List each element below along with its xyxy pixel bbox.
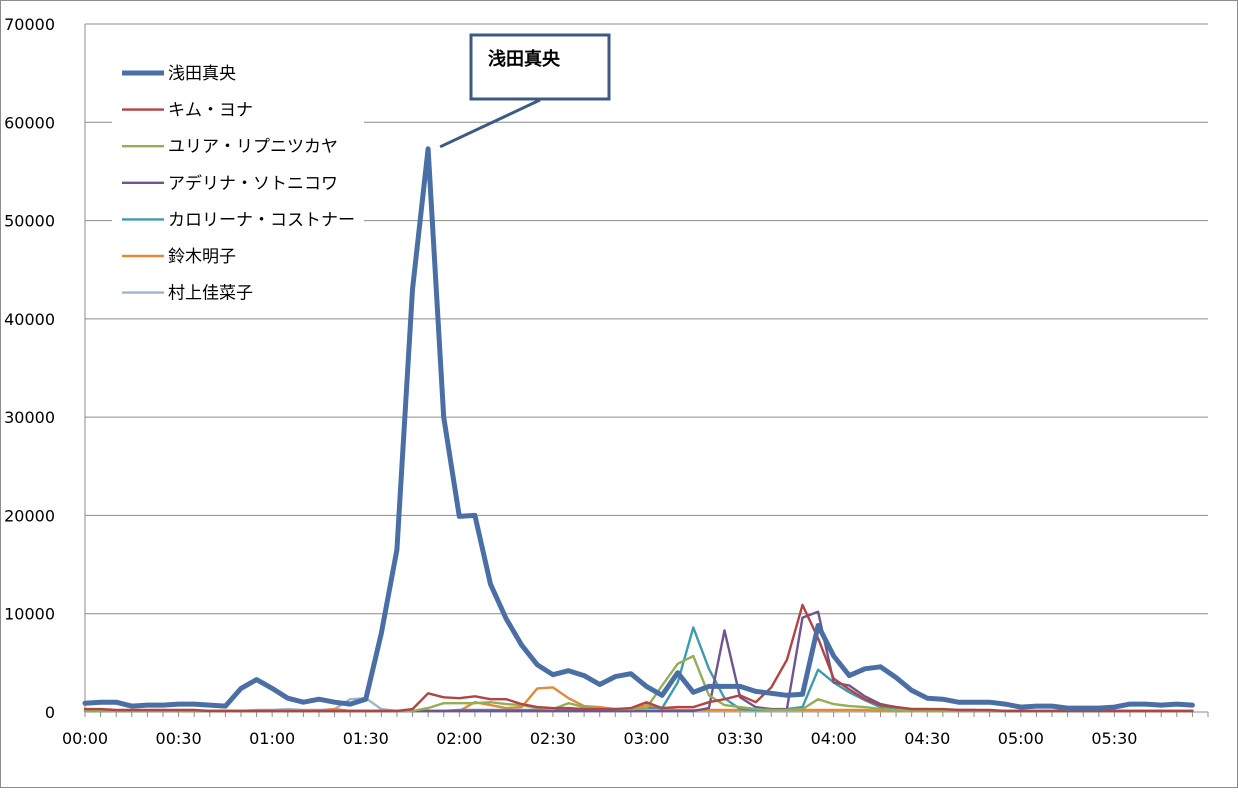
legend-label: カロリーナ・コストナー <box>168 210 355 230</box>
callout-box <box>469 33 611 101</box>
y-tick-label: 40000 <box>4 310 55 329</box>
legend-label: アデリナ・ソトニコワ <box>168 173 338 194</box>
legend: 浅田真央キム・ヨナユリア・リプニツカヤアデリナ・ソトニコワカロリーナ・コストナー… <box>112 52 364 308</box>
legend-label: 村上佳菜子 <box>168 284 253 304</box>
y-tick-label: 10000 <box>4 605 55 624</box>
legend-label: ユリア・リプニツカヤ <box>168 137 338 157</box>
x-tick-label: 02:00 <box>436 729 482 748</box>
y-tick-label: 30000 <box>4 408 55 427</box>
series-line <box>82 146 1195 711</box>
x-tick-label: 00:00 <box>62 729 108 748</box>
legend-label: 浅田真央 <box>168 64 236 84</box>
x-tick-label: 05:30 <box>1091 729 1137 748</box>
y-tick-label: 60000 <box>4 113 55 132</box>
x-tick-label: 01:00 <box>249 729 295 748</box>
series-line <box>83 603 1194 713</box>
y-tick-label: 20000 <box>4 506 55 525</box>
x-tick-label: 01:30 <box>343 729 389 748</box>
x-tick-label: 00:30 <box>156 729 202 748</box>
legend-label: 鈴木明子 <box>168 247 236 267</box>
series-lines <box>82 146 1195 713</box>
callout-leader <box>439 98 541 149</box>
y-tick-label: 50000 <box>4 212 55 231</box>
legend-box <box>112 52 364 308</box>
callout: 浅田真央 <box>439 33 611 149</box>
x-tick-label: 05:00 <box>998 729 1044 748</box>
x-tick-label: 03:00 <box>623 729 669 748</box>
x-tick-label: 02:30 <box>530 729 576 748</box>
x-tick-label: 03:30 <box>717 729 763 748</box>
legend-label: キム・ヨナ <box>168 101 253 121</box>
y-tick-label: 70000 <box>4 15 55 34</box>
y-tick-label: 0 <box>45 703 55 722</box>
x-tick-label: 04:30 <box>904 729 950 748</box>
x-tick-label: 04:00 <box>811 729 857 748</box>
callout-label: 浅田真央 <box>488 48 561 70</box>
